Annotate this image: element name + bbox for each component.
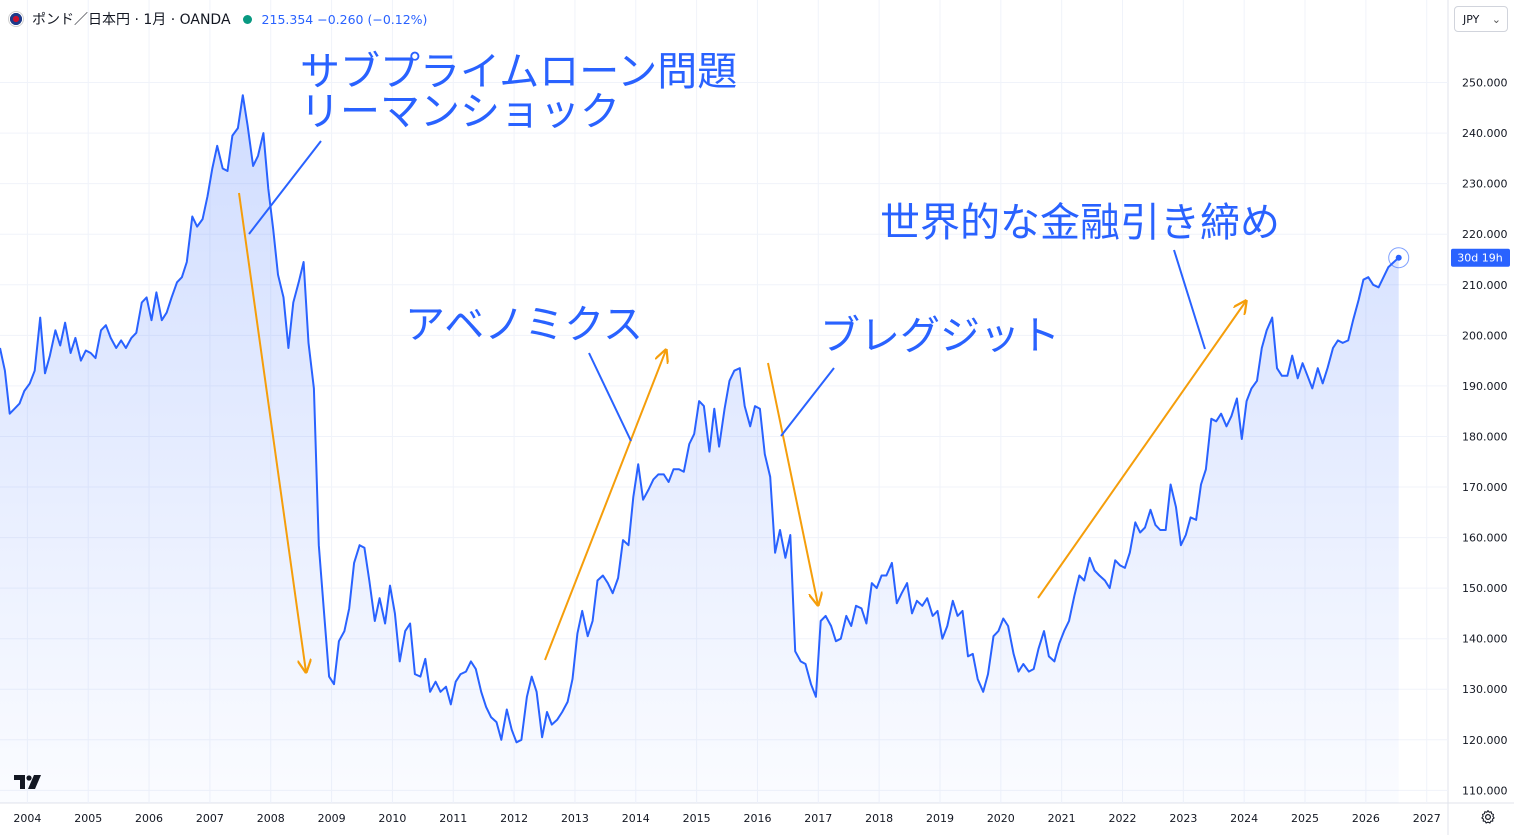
gbp-jpy-flag-icon	[8, 11, 24, 27]
annotation-brexit: ブレグジット	[820, 313, 1060, 359]
annotation-abenomics: アベノミクス	[405, 302, 643, 348]
y-tick-label: 170.000	[1462, 481, 1508, 494]
x-tick-label: 2027	[1413, 812, 1441, 825]
annotation-leader-line	[248, 140, 322, 235]
annotation-tightening: 世界的な金融引き締め	[880, 200, 1280, 246]
x-tick-label: 2026	[1352, 812, 1380, 825]
x-tick-label: 2005	[74, 812, 102, 825]
plot-area	[0, 94, 1410, 803]
x-tick-label: 2011	[439, 812, 467, 825]
trend-arrow	[544, 350, 666, 661]
y-tick-label: 240.000	[1462, 127, 1508, 140]
trend-arrows	[238, 192, 1246, 672]
x-tick-label: 2013	[561, 812, 589, 825]
annotation-leader-line	[780, 367, 835, 437]
x-tick-label: 2022	[1109, 812, 1137, 825]
x-tick-label: 2018	[865, 812, 893, 825]
y-tick-label: 180.000	[1462, 430, 1508, 443]
x-tick-label: 2004	[13, 812, 41, 825]
x-tick-label: 2010	[378, 812, 406, 825]
x-tick-label: 2020	[987, 812, 1015, 825]
y-tick-label: 120.000	[1462, 734, 1508, 747]
last-price-ring	[1388, 247, 1410, 269]
y-tick-label: 140.000	[1462, 633, 1508, 646]
y-tick-label: 220.000	[1462, 228, 1508, 241]
annotation-leader-line	[588, 352, 632, 442]
market-status-icon	[242, 14, 252, 24]
y-tick-label: 130.000	[1462, 683, 1508, 696]
last-price-dot	[1395, 254, 1402, 261]
chevron-down-icon: ⌄	[1491, 12, 1501, 26]
x-tick-label: 2019	[926, 812, 954, 825]
price-axis[interactable]: 250.000 240.000 230.000 220.000 210.000 200.0…	[1451, 77, 1510, 798]
trend-arrow	[238, 192, 306, 672]
countdown-badge-label: 30d 19h	[1457, 252, 1502, 265]
x-tick-label: 2006	[135, 812, 163, 825]
last-price-change: 215.354 −0.260 (−0.12%)	[262, 12, 428, 27]
countdown-badge	[1451, 248, 1510, 267]
symbol-title[interactable]: ポンド／日本円 · 1月 · OANDA	[32, 12, 231, 28]
x-tick-label: 2021	[1048, 812, 1076, 825]
y-tick-label: 230.000	[1462, 178, 1508, 191]
gear-icon[interactable]	[1479, 808, 1497, 826]
x-tick-label: 2024	[1230, 812, 1258, 825]
y-tick-label: 250.000	[1462, 77, 1508, 90]
x-tick-label: 2009	[318, 812, 346, 825]
x-tick-label: 2008	[257, 812, 285, 825]
price-line	[0, 94, 1400, 744]
x-tick-label: 2025	[1291, 812, 1319, 825]
trend-arrow	[767, 362, 818, 605]
x-tick-label: 2014	[622, 812, 650, 825]
x-tick-label: 2017	[804, 812, 832, 825]
y-tick-label: 210.000	[1462, 279, 1508, 292]
y-tick-label: 190.000	[1462, 380, 1508, 393]
currency-select[interactable]: JPY ⌄	[1454, 6, 1508, 32]
last-price: 215.354	[261, 11, 314, 27]
symbol-header[interactable]: ポンド／日本円 · 1月 · OANDA 215.354 −0.260 (−0.…	[8, 4, 427, 34]
price-area-fill	[0, 95, 1399, 803]
price-change: −0.260 (−0.12%)	[317, 11, 428, 27]
x-tick-label: 2015	[683, 812, 711, 825]
currency-value: JPY	[1463, 12, 1480, 26]
annotation-lehman: リーマンショック	[300, 89, 620, 135]
y-tick-label: 160.000	[1462, 532, 1508, 545]
annotation-subprime: サブプライムローン問題	[300, 49, 737, 95]
x-tick-label: 2007	[196, 812, 224, 825]
trend-arrow	[1037, 301, 1246, 599]
x-tick-label: 2023	[1169, 812, 1197, 825]
y-tick-label: 110.000	[1462, 784, 1508, 797]
x-tick-label: 2012	[500, 812, 528, 825]
y-tick-label: 150.000	[1462, 582, 1508, 595]
y-tick-label: 200.000	[1462, 329, 1508, 342]
tradingview-logo-icon[interactable]	[14, 773, 46, 791]
time-axis[interactable]: 2004 2005 2006 2007 2008 2009 2010 2011 2012 2013…	[13, 812, 1440, 825]
annotation-leader-line	[1173, 249, 1206, 350]
x-tick-label: 2016	[743, 812, 771, 825]
